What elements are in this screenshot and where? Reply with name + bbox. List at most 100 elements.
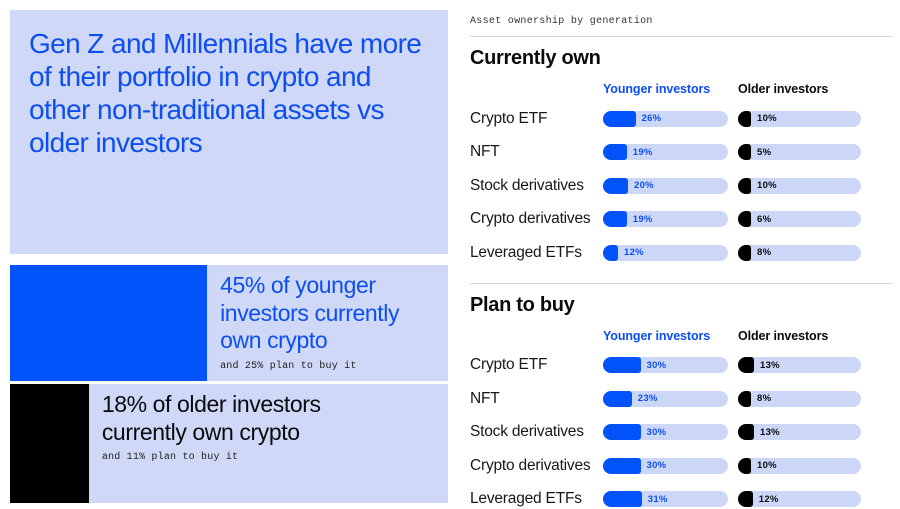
younger-bar-fill — [603, 357, 641, 374]
older-ownership-bar — [10, 384, 89, 503]
table-row: Crypto ETF 26% 10% — [470, 102, 893, 136]
table-row: Crypto ETF 30% 13% — [470, 349, 893, 383]
table-row: Stock derivatives 20% 10% — [470, 169, 893, 203]
older-bar: 13% — [738, 357, 861, 374]
younger-bar-value: 12% — [624, 247, 644, 259]
row-label: NFT — [470, 389, 500, 407]
top-divider — [470, 36, 893, 37]
column-header-younger: Younger investors — [603, 82, 711, 96]
row-label: Crypto derivatives — [470, 456, 591, 474]
older-bar-fill — [738, 211, 751, 228]
row-label: Crypto ETF — [470, 356, 548, 374]
older-bar: 13% — [738, 424, 861, 441]
younger-bar-fill — [603, 390, 632, 407]
older-bar-value: 8% — [757, 247, 772, 259]
older-bar-value: 5% — [757, 146, 772, 158]
older-bar-fill — [738, 177, 751, 194]
older-bar-fill — [738, 357, 754, 374]
row-label: NFT — [470, 143, 500, 161]
older-bar-value: 10% — [757, 180, 777, 192]
younger-bar: 30% — [603, 457, 728, 474]
table-row: NFT 19% 5% — [470, 136, 893, 170]
older-bar-value: 10% — [757, 460, 777, 472]
younger-bar-value: 23% — [637, 393, 658, 405]
younger-bar: 20% — [603, 177, 728, 194]
table-row: Stock derivatives 30% 13% — [470, 416, 893, 450]
plan-to-buy-rows: Crypto ETF 30% 13% NFT 23% — [470, 349, 893, 509]
older-bar: 5% — [738, 144, 861, 161]
section-title: Currently own — [470, 47, 601, 69]
younger-bar-value: 30% — [646, 359, 667, 371]
column-header-older: Older investors — [738, 82, 829, 96]
row-label: Crypto ETF — [470, 109, 548, 127]
older-bar: 6% — [738, 211, 861, 228]
older-bar-value: 6% — [757, 213, 772, 225]
section-divider — [470, 282, 893, 284]
left-column: Gen Z and Millennials have more of their… — [10, 10, 448, 503]
younger-bar-fill — [603, 424, 641, 441]
row-label: Crypto derivatives — [470, 210, 591, 228]
row-label: Leveraged ETFs — [470, 490, 582, 508]
older-bar: 12% — [738, 491, 861, 508]
older-bar-fill — [738, 244, 751, 261]
row-label: Stock derivatives — [470, 176, 584, 194]
younger-bar: 19% — [603, 211, 728, 228]
younger-bar-fill — [603, 144, 627, 161]
younger-bar-value: 26% — [641, 113, 662, 125]
younger-bar-fill — [603, 244, 618, 261]
older-bar: 10% — [738, 457, 861, 474]
table-row: Crypto derivatives 30% 10% — [470, 449, 893, 483]
older-bar-value: 13% — [759, 359, 780, 371]
younger-bar: 30% — [603, 357, 728, 374]
younger-bar-value: 20% — [634, 180, 654, 192]
younger-bar-fill — [603, 457, 641, 474]
section-currently-own: Currently own Younger investors Older in… — [470, 47, 893, 270]
headline-text: Gen Z and Millennials have more of their… — [29, 28, 422, 158]
row-label: Stock derivatives — [470, 423, 584, 441]
older-bar-fill — [738, 424, 754, 441]
older-bar-fill — [738, 144, 751, 161]
older-bar-value: 10% — [757, 113, 777, 125]
younger-bar: 30% — [603, 424, 728, 441]
older-stat-note: and 11% plan to buy it — [101, 452, 239, 463]
younger-bar: 31% — [603, 491, 728, 508]
younger-bar-fill — [603, 211, 627, 228]
older-bar-value: 13% — [759, 426, 780, 438]
older-bar: 10% — [738, 177, 861, 194]
eyebrow-label: Asset ownership by generation — [470, 16, 653, 27]
younger-stat-text: 45% of younger investors currently own c… — [220, 272, 400, 353]
younger-bar-value: 30% — [646, 426, 667, 438]
younger-ownership-bar — [10, 265, 208, 381]
table-row: Leveraged ETFs 12% 8% — [470, 236, 893, 270]
older-bar-value: 12% — [758, 493, 779, 505]
younger-bar-value: 19% — [632, 213, 653, 225]
column-header-younger: Younger investors — [603, 328, 711, 343]
table-row: NFT 23% 8% — [470, 382, 893, 416]
row-label: Leveraged ETFs — [470, 243, 582, 261]
older-bar: 8% — [738, 390, 861, 407]
younger-bar-fill — [603, 177, 628, 194]
younger-stat-note: and 25% plan to buy it — [220, 360, 357, 372]
callout-younger-panel: 45% of younger investors currently own c… — [207, 265, 448, 381]
younger-bar-fill — [603, 491, 642, 508]
older-bar-fill — [738, 457, 751, 474]
headline-block: Gen Z and Millennials have more of their… — [10, 10, 448, 254]
younger-bar-fill — [603, 110, 636, 127]
younger-bar: 19% — [603, 144, 728, 161]
column-header-row: Younger investors Older investors — [470, 80, 893, 98]
younger-bar-value: 31% — [647, 493, 668, 505]
callout-younger: 45% of younger investors currently own c… — [10, 265, 448, 381]
callout-older: 18% of older investors currently own cry… — [10, 384, 448, 503]
callout-older-panel: 18% of older investors currently own cry… — [88, 384, 448, 503]
older-bar-fill — [738, 491, 753, 508]
younger-bar-value: 30% — [646, 460, 667, 472]
younger-bar: 12% — [603, 244, 728, 261]
younger-bar: 23% — [603, 390, 728, 407]
older-bar-value: 8% — [757, 393, 772, 405]
column-header-row: Younger investors Older investors — [470, 327, 893, 345]
older-bar-fill — [738, 390, 751, 407]
table-row: Crypto derivatives 19% 6% — [470, 203, 893, 237]
younger-bar: 26% — [603, 110, 728, 127]
currently-own-rows: Crypto ETF 26% 10% NFT 19% — [470, 102, 893, 270]
